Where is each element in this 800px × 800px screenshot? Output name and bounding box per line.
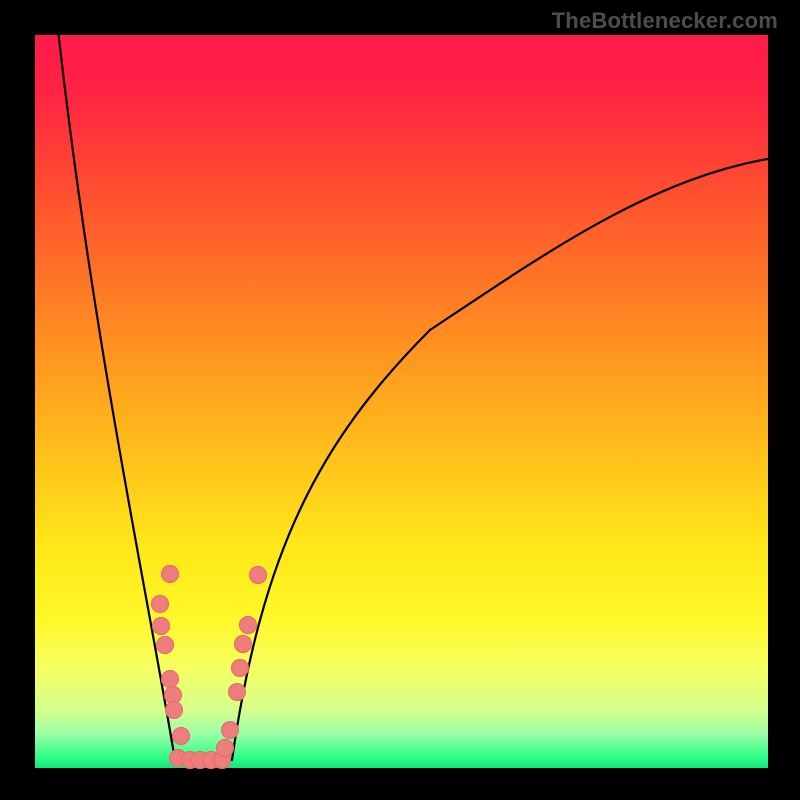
curve-right bbox=[232, 158, 773, 760]
bottleneck-curves bbox=[0, 0, 800, 800]
curve-left bbox=[58, 30, 175, 760]
watermark-text: TheBottlenecker.com bbox=[552, 8, 778, 34]
chart-stage: TheBottlenecker.com bbox=[0, 0, 800, 800]
